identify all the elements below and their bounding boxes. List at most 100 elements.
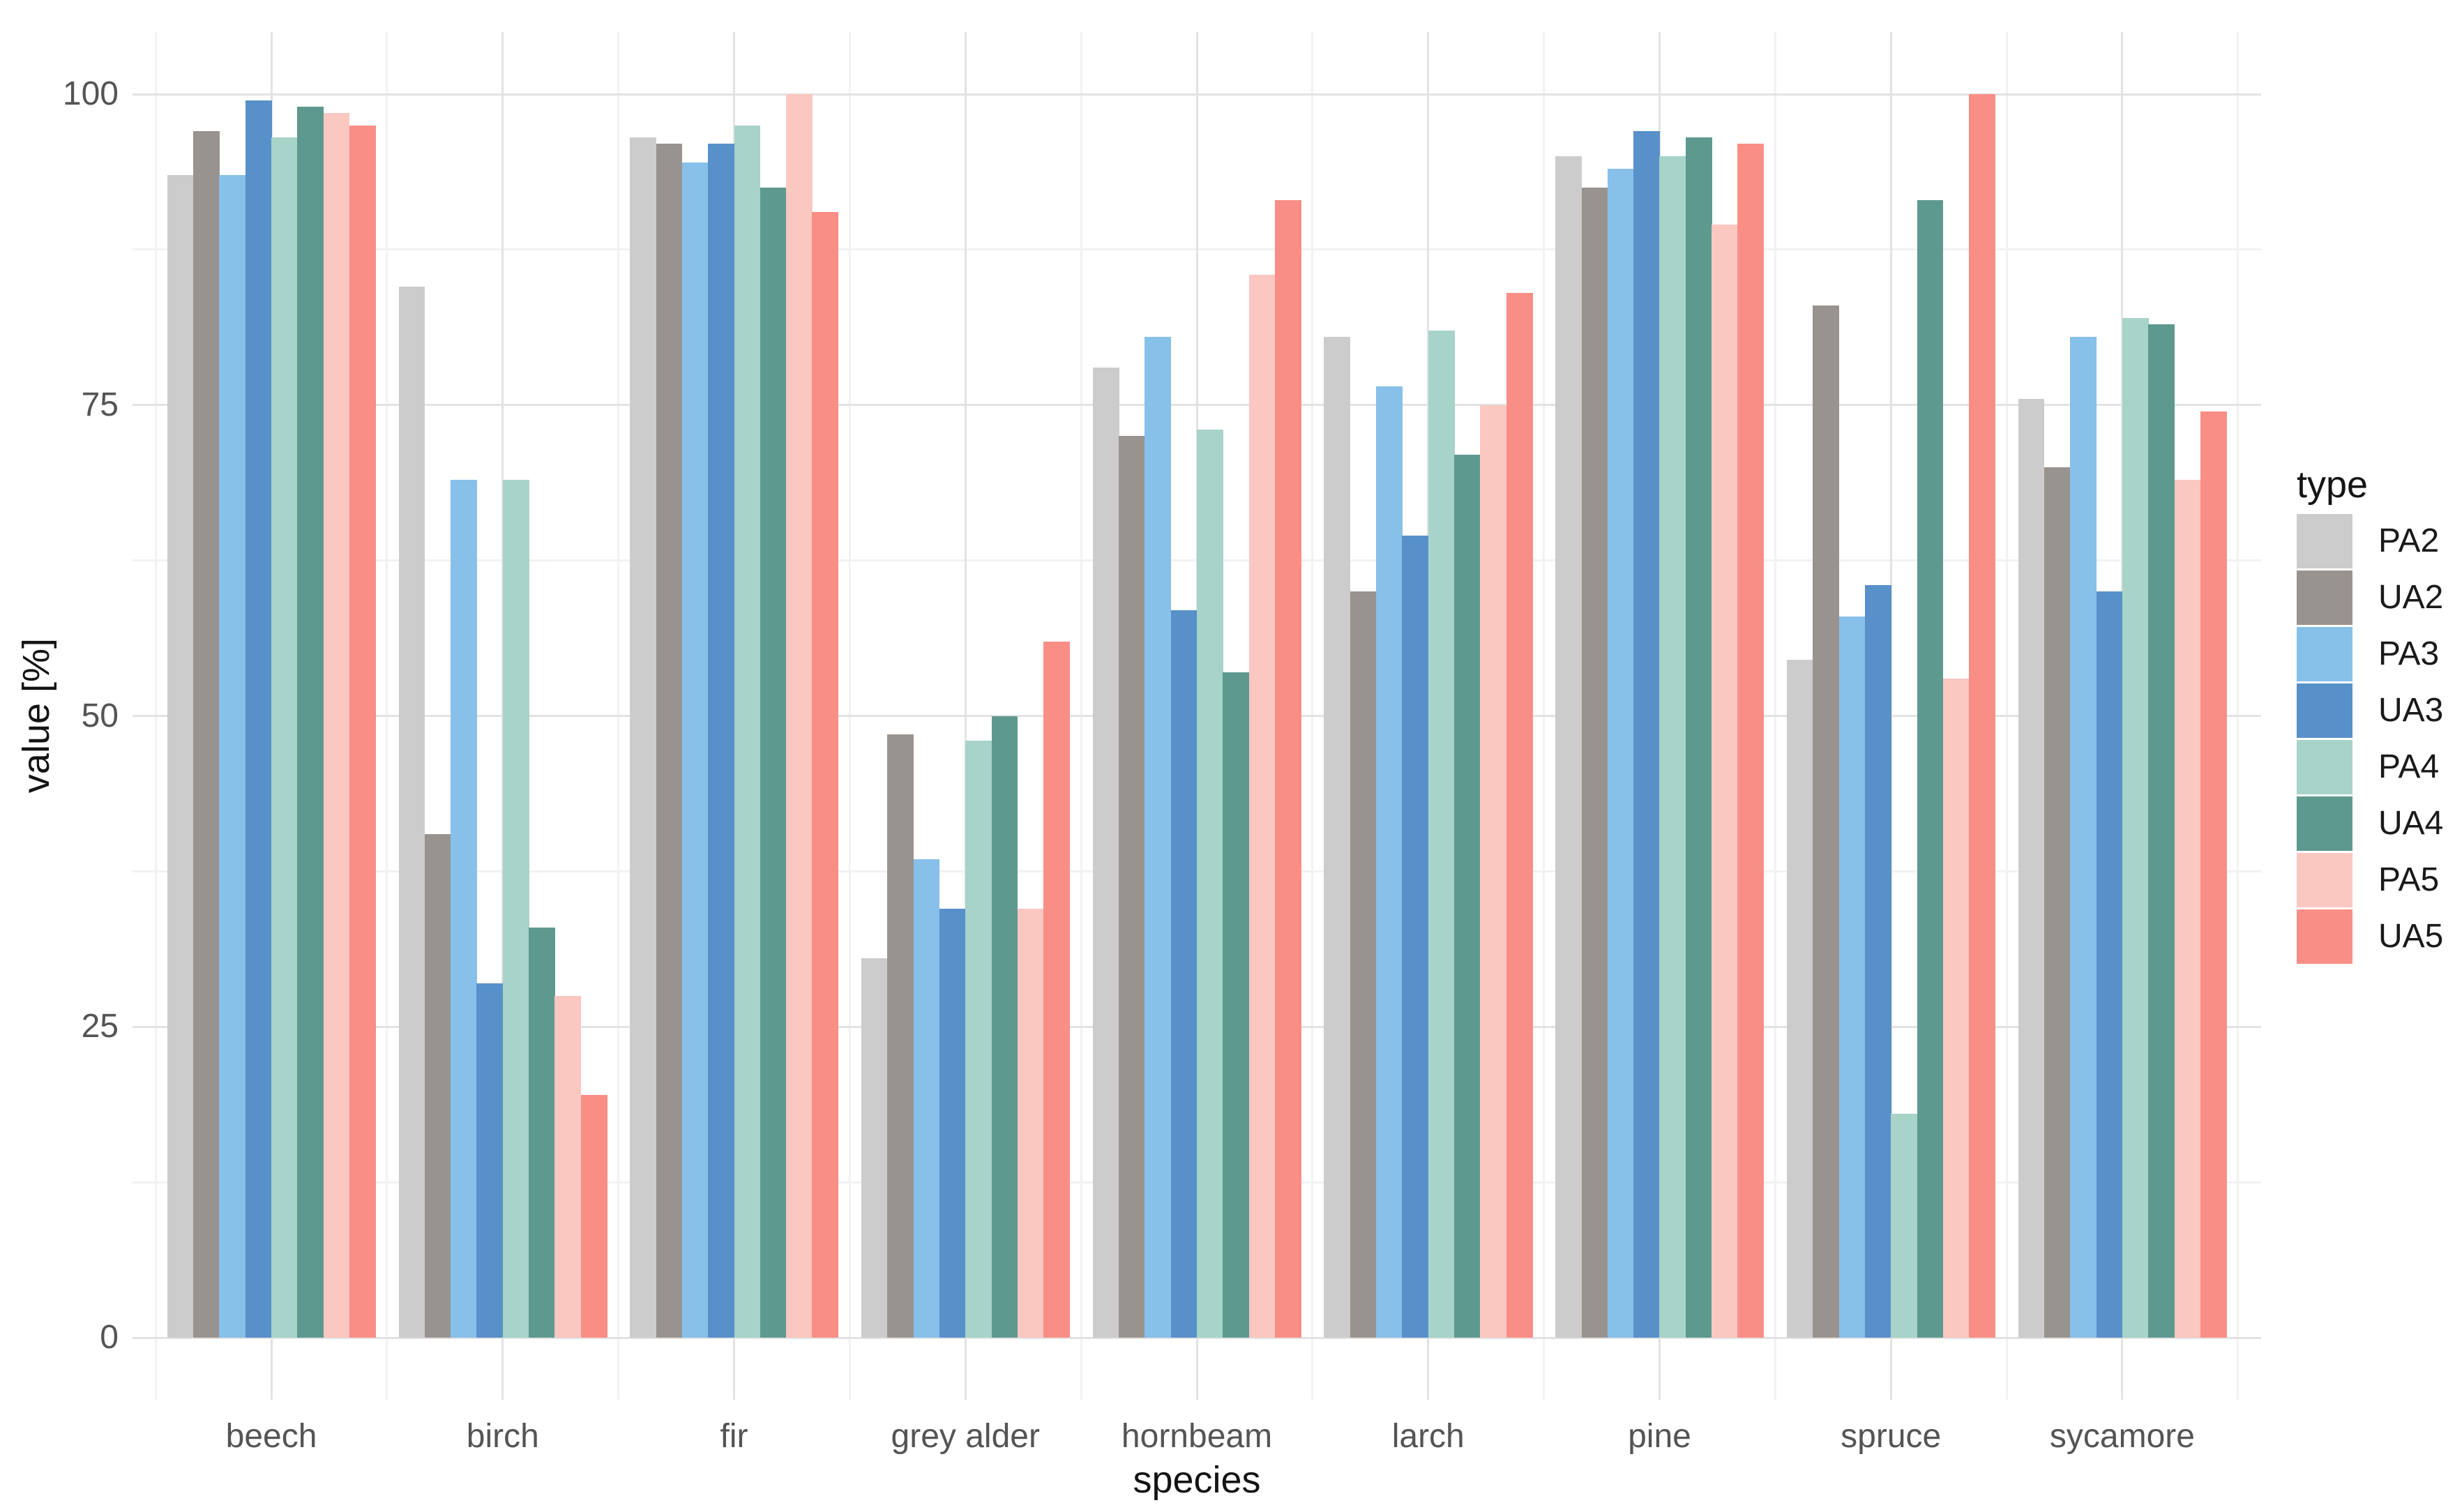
- y-tick-label: 50: [81, 697, 119, 734]
- bar-hornbeam-UA4: [1223, 672, 1250, 1338]
- bar-sycamore-PA3: [2070, 336, 2097, 1338]
- bar-pine-PA5: [1712, 225, 1738, 1338]
- x-tick-label: birch: [466, 1418, 539, 1455]
- bar-fir-PA4: [734, 125, 761, 1338]
- x-tick-label: pine: [1628, 1418, 1691, 1455]
- bar-fir-PA5: [786, 94, 813, 1338]
- bar-sycamore-PA5: [2174, 479, 2201, 1338]
- x-tick-label: spruce: [1841, 1418, 1942, 1455]
- bar-pine-UA4: [1685, 137, 1712, 1338]
- bar-sycamore-PA4: [2122, 317, 2149, 1338]
- bar-fir-PA3: [681, 162, 709, 1338]
- bar-sycamore-UA4: [2148, 324, 2175, 1338]
- bar-beech-UA5: [349, 125, 376, 1338]
- bar-spruce-PA2: [1786, 660, 1813, 1338]
- bar-spruce-PA3: [1838, 616, 1866, 1338]
- bar-beech-UA3: [245, 100, 272, 1338]
- bar-birch-PA2: [398, 287, 425, 1338]
- x-tick-label: larch: [1391, 1418, 1465, 1455]
- x-tick-label: fir: [720, 1418, 748, 1455]
- x-tick-label: beech: [225, 1418, 317, 1455]
- bar-larch-PA2: [1324, 336, 1351, 1338]
- bar-beech-PA4: [271, 137, 298, 1338]
- bar-spruce-UA3: [1864, 585, 1891, 1338]
- bar-sycamore-UA2: [2044, 467, 2071, 1338]
- bar-pine-UA2: [1581, 187, 1608, 1338]
- legend-key-UA5: [2297, 909, 2352, 964]
- bar-birch-PA4: [502, 479, 529, 1338]
- bar-sycamore-PA2: [2018, 398, 2045, 1338]
- bar-hornbeam-PA4: [1197, 430, 1223, 1338]
- legend-key-UA4: [2297, 796, 2352, 851]
- bar-spruce-UA2: [1813, 305, 1840, 1338]
- bar-larch-PA3: [1376, 386, 1403, 1338]
- bar-birch-UA5: [580, 1095, 607, 1338]
- bar-larch-UA5: [1506, 293, 1533, 1338]
- legend-label-PA2: PA2: [2378, 522, 2440, 559]
- bar-fir-UA3: [708, 144, 734, 1338]
- bar-spruce-PA4: [1891, 1114, 1918, 1338]
- bar-pine-UA3: [1633, 131, 1660, 1338]
- legend-key-PA2: [2297, 514, 2352, 568]
- bar-fir-UA5: [812, 212, 839, 1338]
- x-tick-label: sycamore: [2049, 1418, 2195, 1455]
- x-tick-label: grey alder: [891, 1418, 1040, 1455]
- x-axis-title: species: [1133, 1459, 1261, 1501]
- bar-pine-UA5: [1737, 144, 1765, 1338]
- bar-birch-UA4: [529, 927, 555, 1338]
- bar-grey-alder-UA4: [991, 716, 1018, 1338]
- bar-fir-UA4: [760, 187, 787, 1338]
- legend-key-PA3: [2297, 627, 2352, 681]
- bar-hornbeam-PA5: [1248, 274, 1276, 1338]
- bar-spruce-UA5: [1969, 94, 1995, 1338]
- bar-grey-alder-UA5: [1043, 641, 1071, 1338]
- bar-pine-PA4: [1659, 156, 1686, 1338]
- bar-hornbeam-UA5: [1274, 199, 1301, 1338]
- legend-label-PA3: PA3: [2378, 635, 2440, 672]
- gridline-major-horizontal: [133, 93, 2261, 96]
- bar-hornbeam-PA3: [1145, 336, 1172, 1338]
- gridline-major-horizontal: [133, 1336, 2261, 1339]
- bar-hornbeam-PA2: [1092, 368, 1119, 1338]
- bar-birch-UA2: [424, 833, 451, 1338]
- legend-label-UA2: UA2: [2378, 579, 2444, 616]
- bar-grey-alder-PA2: [861, 958, 888, 1338]
- gridline-major-horizontal: [133, 404, 2261, 407]
- legend-label-UA5: UA5: [2378, 918, 2444, 955]
- bar-larch-UA2: [1350, 591, 1377, 1338]
- legend-label-UA4: UA4: [2378, 805, 2444, 842]
- bar-birch-PA3: [451, 479, 477, 1338]
- bar-grey-alder-UA2: [887, 734, 914, 1338]
- legend-title: type: [2297, 464, 2369, 506]
- bar-larch-PA5: [1480, 405, 1507, 1338]
- bar-fir-UA2: [656, 144, 683, 1338]
- legend-key-UA2: [2297, 570, 2352, 625]
- bar-beech-UA4: [297, 106, 324, 1338]
- x-tick-label: hornbeam: [1121, 1418, 1273, 1455]
- legend-key-PA4: [2297, 740, 2352, 794]
- legend-key-UA3: [2297, 683, 2352, 738]
- y-tick-label: 75: [81, 386, 119, 423]
- bar-larch-UA4: [1454, 455, 1481, 1338]
- bar-larch-UA3: [1402, 535, 1429, 1338]
- bar-beech-PA5: [323, 112, 350, 1338]
- bar-grey-alder-PA4: [965, 741, 992, 1338]
- bar-grey-alder-PA5: [1017, 908, 1044, 1338]
- bar-beech-UA2: [193, 131, 220, 1338]
- y-tick-label: 100: [62, 75, 119, 112]
- bar-grey-alder-UA3: [939, 908, 966, 1338]
- bar-larch-PA4: [1428, 330, 1455, 1338]
- legend-label-UA3: UA3: [2378, 692, 2444, 729]
- legend-label-PA4: PA4: [2378, 748, 2440, 785]
- bar-sycamore-UA3: [2096, 591, 2123, 1338]
- bar-birch-UA3: [476, 983, 504, 1338]
- legend-key-PA5: [2297, 853, 2352, 907]
- bar-fir-PA2: [630, 137, 657, 1338]
- bar-sycamore-UA5: [2200, 411, 2227, 1338]
- bar-pine-PA3: [1607, 168, 1634, 1338]
- bar-spruce-PA5: [1942, 679, 1970, 1338]
- bar-pine-PA2: [1555, 156, 1582, 1338]
- y-tick-label: 0: [100, 1319, 119, 1356]
- bar-beech-PA2: [167, 174, 194, 1338]
